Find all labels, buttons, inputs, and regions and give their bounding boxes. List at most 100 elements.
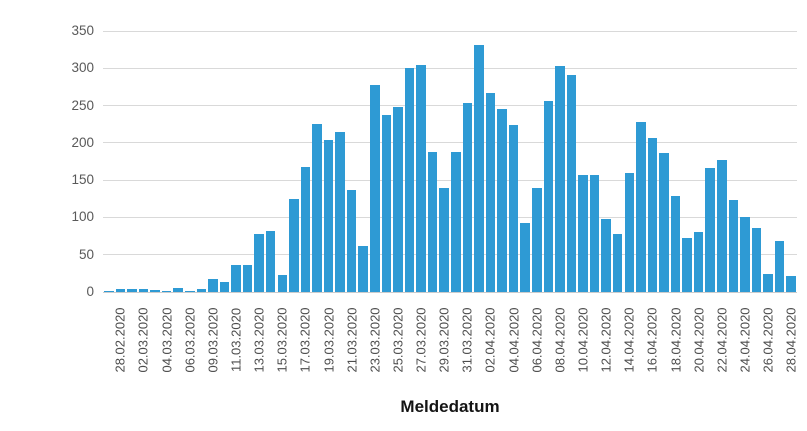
x-tick-label-22.04.2020: 22.04.2020 [714,307,730,373]
y-tick-label-100: 100 [71,209,94,225]
x-tick-label-23.03.2020: 23.03.2020 [367,307,383,373]
bar-35 [497,108,507,292]
bar-10 [208,278,218,292]
x-tick-label-04.04.2020: 04.04.2020 [506,307,522,373]
bar-32 [462,103,473,292]
bar-16 [277,274,288,292]
bar-54 [717,160,727,292]
x-tick-label-09.03.2020: 09.03.2020 [205,307,221,373]
x-axis-ticks: 28.02.2020 02.03.2020 04.03.2020 06.03.2020… [103,297,799,387]
bar-49 [659,153,669,292]
y-tick-label-150: 150 [71,172,94,188]
bar-58 [763,274,773,292]
x-tick-label-02.04.2020: 02.04.2020 [482,307,498,373]
y-gridline-300 [103,67,797,69]
y-gridline-100 [103,216,797,218]
plot-area [103,30,797,293]
bar-26 [393,107,403,292]
bar-30 [439,187,449,292]
bar-8 [184,291,195,292]
y-gridline-50 [103,254,797,256]
bar-47 [636,121,646,292]
bar-44 [601,218,611,292]
x-tick-label-26.04.2020: 26.04.2020 [760,307,776,373]
bar-53 [705,168,716,292]
bar-27 [404,68,415,292]
bar-29 [427,151,438,292]
x-tick-label-15.03.2020: 15.03.2020 [274,307,290,373]
bar-56 [740,217,750,292]
bar-57 [751,227,762,292]
bar-2 [115,289,126,292]
y-gridline-250 [103,105,797,107]
bar-13 [242,265,253,292]
y-tick-label-350: 350 [71,23,94,38]
bar-15 [265,230,276,292]
bar-46 [624,172,635,292]
x-tick-label-29.03.2020: 29.03.2020 [436,307,452,373]
x-tick-label-06.04.2020: 06.04.2020 [529,307,545,373]
x-tick-label-28.02.2020: 28.02.2020 [112,307,128,373]
bar-40 [555,66,565,292]
bar-22 [346,189,357,292]
bar-52 [693,232,704,292]
y-tick-label-200: 200 [71,134,94,150]
bar-12 [231,265,241,292]
x-tick-label-17.03.2020: 17.03.2020 [297,307,313,373]
x-tick-label-18.04.2020: 18.04.2020 [668,307,684,373]
y-tick-label-50: 50 [78,246,94,262]
bar-7 [173,287,183,292]
bar-59 [774,241,785,292]
bar-31 [451,151,461,292]
bar-6 [161,290,172,292]
bar-41 [566,75,577,292]
bar-18 [300,167,311,292]
bar-36 [508,124,519,292]
bar-60 [786,275,796,292]
bar-51 [682,238,692,292]
bar-5 [150,289,160,292]
x-tick-label-04.03.2020: 04.03.2020 [159,307,175,373]
x-tick-label-19.03.2020: 19.03.2020 [321,307,337,373]
x-tick-label-16.04.2020: 16.04.2020 [644,307,660,373]
bar-17 [289,198,299,292]
y-gridline-200 [103,142,797,144]
bar-23 [358,245,369,292]
x-tick-label-25.03.2020: 25.03.2020 [390,307,406,373]
x-tick-label-10.04.2020: 10.04.2020 [575,307,591,373]
bar-3 [127,289,137,292]
bar-55 [728,200,739,292]
bar-42 [578,174,588,292]
x-tick-label-12.04.2020: 12.04.2020 [598,307,614,373]
bar-1 [104,290,114,292]
bar-38 [531,187,542,292]
x-axis-line [103,292,797,293]
bar-39 [543,101,554,292]
x-tick-label-20.04.2020: 20.04.2020 [691,307,707,373]
x-tick-label-24.04.2020: 24.04.2020 [737,307,753,373]
x-tick-label-31.03.2020: 31.03.2020 [459,307,475,373]
bar-14 [254,233,264,292]
x-tick-label-21.03.2020: 21.03.2020 [344,307,360,373]
bar-20 [323,139,334,292]
x-tick-label-02.03.2020: 02.03.2020 [135,307,151,373]
bar-50 [670,195,681,292]
y-tick-label-0: 0 [86,284,94,299]
x-tick-label-28.04.2020: 28.04.2020 [783,307,799,373]
bar-48 [647,137,658,292]
bar-9 [196,289,207,292]
bar-25 [381,115,392,292]
bar-34 [485,92,496,292]
bar-21 [335,132,345,292]
bar-28 [416,64,426,292]
x-tick-label-08.04.2020: 08.04.2020 [552,307,568,373]
bar-43 [589,174,600,292]
y-gridline-350 [103,30,797,32]
bar-37 [520,223,530,292]
bar-19 [312,124,322,292]
y-gridline-150 [103,179,797,181]
bar-4 [138,289,149,292]
x-tick-label-13.03.2020: 13.03.2020 [251,307,267,373]
x-axis-title: Meldedatum [400,397,500,416]
